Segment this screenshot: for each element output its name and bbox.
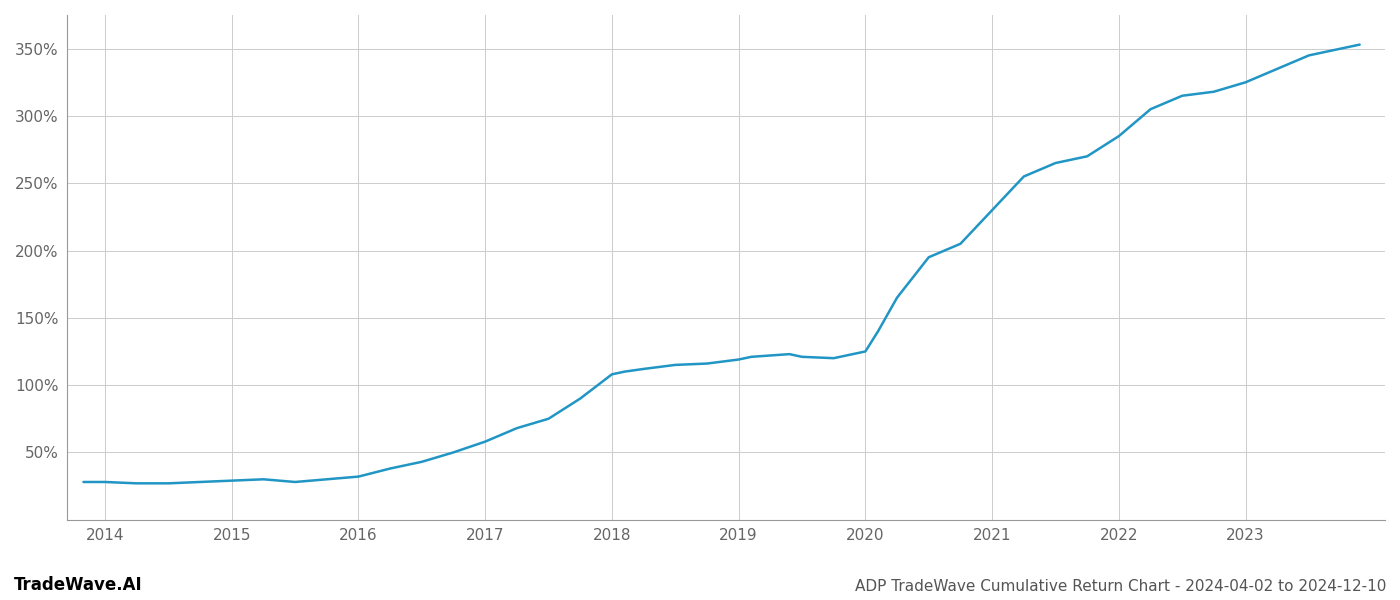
Text: ADP TradeWave Cumulative Return Chart - 2024-04-02 to 2024-12-10: ADP TradeWave Cumulative Return Chart - … (854, 579, 1386, 594)
Text: TradeWave.AI: TradeWave.AI (14, 576, 143, 594)
